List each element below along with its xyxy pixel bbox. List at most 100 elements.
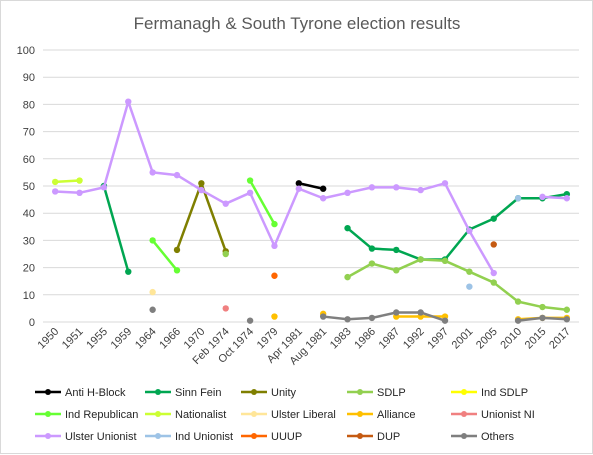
data-point — [393, 184, 400, 191]
legend-swatch-marker — [155, 389, 161, 395]
y-tick-label: 0 — [29, 317, 35, 329]
data-point — [246, 317, 254, 324]
legend-item-uuup: UUUP — [241, 431, 302, 443]
data-point — [466, 283, 473, 290]
data-point — [198, 186, 205, 194]
data-point — [51, 188, 59, 195]
series-ulster-unionist — [51, 98, 571, 277]
legend-label: Others — [481, 431, 515, 443]
legend-swatch-marker — [251, 433, 257, 439]
data-point — [417, 256, 424, 263]
data-point — [319, 313, 327, 320]
legend-item-unionist-ni: Unionist NI — [451, 409, 535, 421]
data-point — [271, 272, 278, 279]
data-point — [393, 246, 400, 254]
legend-item-ulster-liberal: Ulster Liberal — [241, 409, 336, 421]
legend-item-others: Others — [451, 431, 515, 443]
data-point — [539, 303, 546, 311]
x-tick-label: 1950 — [36, 326, 62, 352]
data-point — [441, 257, 449, 264]
data-point — [466, 268, 473, 275]
x-tick-label: 1964 — [133, 326, 159, 352]
legend-swatch-marker — [357, 433, 363, 439]
data-point — [514, 298, 522, 305]
x-tick-label: 2017 — [547, 326, 573, 352]
legend-swatch-marker — [461, 411, 467, 417]
y-tick-label: 90 — [23, 72, 35, 84]
data-point — [368, 245, 376, 252]
data-point — [344, 273, 351, 281]
legend-swatch-marker — [357, 411, 363, 417]
series-unionist-ni — [222, 305, 229, 312]
y-tick-label: 100 — [17, 45, 35, 57]
y-tick-label: 60 — [23, 154, 35, 166]
data-point — [76, 189, 83, 196]
data-point — [295, 180, 303, 187]
y-tick-label: 20 — [23, 263, 35, 275]
data-point — [441, 180, 449, 187]
legend-swatch-marker — [45, 433, 51, 439]
data-point — [319, 185, 327, 192]
data-point — [125, 98, 132, 105]
chart-title: Fermanagh & South Tyrone election result… — [134, 14, 461, 33]
legend-swatch-marker — [461, 433, 467, 439]
legend: Anti H-Block Sinn Fein Unity SDLP Ind SDLP In… — [35, 387, 535, 443]
legend-swatch-marker — [45, 389, 51, 395]
legend-label: Ind SDLP — [481, 387, 528, 399]
legend-swatch-marker — [251, 389, 257, 395]
data-point — [441, 317, 449, 324]
x-tick-label: 1951 — [60, 326, 86, 352]
series-dup — [490, 241, 497, 248]
data-point — [466, 227, 473, 235]
y-tick-label: 40 — [23, 208, 35, 220]
data-point — [173, 246, 181, 254]
series-sdlp — [222, 250, 571, 313]
data-point — [539, 314, 546, 322]
data-point — [246, 189, 254, 196]
legend-label: Unity — [271, 387, 297, 399]
data-point — [271, 242, 278, 250]
y-tick-label: 10 — [23, 290, 35, 302]
legend-swatch-marker — [251, 411, 257, 417]
series-line — [151, 239, 178, 272]
legend-swatch-marker — [45, 411, 51, 417]
legend-label: Ind Republican — [65, 409, 138, 421]
legend-label: DUP — [377, 431, 400, 443]
legend-item-ind-unionist: Ind Unionist — [145, 431, 233, 443]
x-tick-label: 2001 — [450, 326, 476, 352]
series-ind-unionist — [466, 195, 522, 290]
x-tick-label: 1997 — [425, 326, 451, 352]
x-tick-label: 2015 — [523, 326, 549, 352]
legend-label: Alliance — [377, 409, 416, 421]
data-point — [417, 309, 424, 316]
data-point — [198, 180, 205, 187]
data-point — [76, 177, 83, 184]
data-point — [514, 317, 522, 324]
legend-item-ind-sdlp: Ind SDLP — [451, 387, 528, 399]
x-tick-label: 1966 — [157, 326, 183, 352]
data-point — [563, 316, 571, 323]
x-tick-label: 2010 — [498, 326, 524, 352]
legend-item-alliance: Alliance — [347, 409, 416, 421]
legend-label: Ulster Liberal — [271, 409, 336, 421]
series-line — [175, 182, 227, 252]
data-point — [222, 200, 229, 207]
data-point — [417, 186, 424, 194]
data-point — [149, 169, 156, 176]
x-tick-label: 1987 — [377, 326, 403, 352]
data-point — [490, 279, 497, 286]
data-point — [490, 269, 497, 277]
legend-item-sdlp: SDLP — [347, 387, 406, 399]
legend-label: Unionist NI — [481, 409, 535, 421]
y-tick-label: 80 — [23, 99, 35, 111]
y-tick-label: 30 — [23, 235, 35, 247]
data-point — [295, 185, 303, 192]
series-line — [542, 195, 567, 200]
data-point — [344, 316, 351, 323]
data-point — [490, 241, 497, 248]
legend-item-ulster-unionist: Ulster Unionist — [35, 431, 137, 443]
series-anti-h-block — [295, 180, 327, 192]
